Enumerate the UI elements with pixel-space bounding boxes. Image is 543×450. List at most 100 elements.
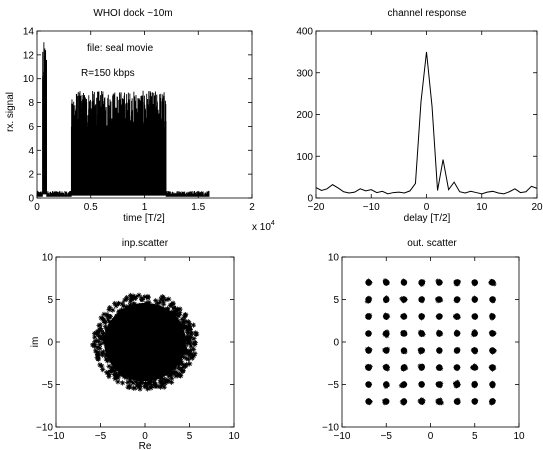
y-tick-label: 8 [28, 98, 34, 109]
constellation-stars [400, 278, 408, 286]
y-tick-label: 0 [333, 338, 339, 349]
constellation-stars [488, 278, 497, 287]
y-tick-label: 5 [47, 295, 53, 306]
constellation-stars [471, 279, 479, 287]
constellation-stars [399, 296, 408, 304]
constellation-stars [382, 346, 391, 354]
constellation-stars [417, 347, 426, 355]
constellation-stars [400, 329, 408, 337]
y-tick-label: 2 [28, 170, 34, 181]
constellation-stars [364, 363, 373, 371]
constellation-stars [470, 346, 479, 355]
x-tick-label: 1 [142, 202, 148, 213]
constellation-stars [470, 329, 478, 338]
x-axis-label: time [T/2] [123, 213, 165, 224]
constellation-stars [399, 398, 408, 406]
x-tick-label: −5 [381, 431, 393, 442]
y-tick-label: 0 [28, 194, 34, 205]
x-tick-label: 5 [472, 431, 478, 442]
x-tick-label: 0 [428, 431, 434, 442]
y-tick-label: 14 [23, 27, 35, 38]
y-tick-label: 100 [296, 152, 313, 163]
constellation-stars [417, 397, 426, 405]
y-tick-label: −10 [36, 423, 53, 434]
constellation-stars [436, 347, 443, 354]
constellation-stars [364, 346, 373, 354]
constellation-stars [452, 379, 461, 389]
x-tick-label: −20 [308, 202, 325, 213]
constellation-stars [365, 330, 372, 337]
scatter-points [90, 292, 200, 392]
constellation-stars [471, 397, 479, 405]
y-tick-label: −10 [322, 423, 339, 434]
constellation-stars [364, 295, 373, 304]
x-tick-label: −10 [334, 431, 351, 442]
annotation-rate: R=150 kbps [81, 68, 135, 79]
constellation-stars [489, 312, 496, 321]
x-axis-label: delay [T/2] [404, 213, 451, 224]
x-tick-label: 0 [34, 202, 40, 213]
constellation-stars [418, 381, 425, 388]
constellation-stars [400, 312, 408, 320]
panel-title: out. scatter [407, 238, 457, 249]
signal-trace [36, 42, 210, 197]
y-tick-label: −5 [42, 380, 54, 391]
constellation-stars [365, 312, 373, 320]
constellation-stars [383, 295, 390, 304]
constellation-stars [418, 296, 425, 304]
constellation-stars [382, 363, 390, 372]
y-tick-label: 400 [296, 27, 313, 38]
constellation-stars [435, 397, 444, 406]
y-axis-label: im [30, 337, 41, 348]
response-line [315, 51, 538, 195]
panel-input-scatter: inp.scatter im Re −10 −5 0 5 10 −10 −5 0 5 10 [30, 238, 240, 450]
x-tick-label: 10 [513, 431, 525, 442]
y-axis-label: rx. signal [5, 92, 16, 132]
x-tick-label: −5 [95, 431, 107, 442]
x-tick-label: −10 [363, 202, 380, 213]
constellation-stars [453, 279, 462, 287]
y-tick-label: 6 [28, 122, 34, 133]
x-tick-label: 1.5 [191, 202, 205, 213]
x-tick-label: 5 [187, 431, 193, 442]
panel-channel-response: channel response delay [T/2] −20 −10 0 10 20… [296, 8, 543, 224]
x-tick-label: 10 [228, 431, 240, 442]
constellation-stars [489, 296, 497, 304]
x-exponent-label: x 104 [252, 220, 275, 233]
annotation-file: file: seal movie [87, 43, 154, 54]
y-tick-label: 0 [307, 194, 313, 205]
x-exponent-power: 4 [271, 220, 275, 227]
constellation-stars [398, 381, 408, 389]
x-tick-label: −10 [48, 431, 65, 442]
x-tick-label: 10 [476, 202, 488, 213]
constellation-stars [400, 364, 409, 372]
constellation-stars [471, 313, 479, 320]
constellation-stars [488, 329, 497, 337]
y-tick-label: 0 [47, 338, 53, 349]
constellation-stars [488, 364, 497, 372]
panel-rx-signal: WHOI dock ~10m rx. signal time [T/2] fil… [5, 8, 275, 233]
panel-title: channel response [388, 8, 467, 19]
y-tick-label: 12 [23, 50, 35, 61]
y-tick-label: 300 [296, 68, 313, 79]
x-tick-label: 0.5 [84, 202, 98, 213]
y-tick-label: 10 [23, 74, 35, 85]
constellation-stars [418, 313, 426, 321]
x-tick-label: 2 [249, 202, 255, 213]
constellation-stars [417, 329, 426, 338]
constellation-stars [365, 381, 373, 388]
constellation-stars [381, 398, 389, 406]
y-tick-label: −5 [328, 380, 340, 391]
constellation-stars [489, 347, 497, 355]
constellation-stars [471, 380, 478, 389]
constellation-stars [453, 296, 461, 304]
constellation-stars [382, 312, 391, 320]
constellation-stars [489, 380, 496, 389]
constellation-stars [382, 278, 390, 286]
panel-title: inp.scatter [122, 238, 169, 249]
x-tick-label: 0 [424, 202, 430, 213]
constellation-stars [452, 313, 461, 321]
constellation-stars [435, 313, 443, 320]
constellation-stars [454, 329, 461, 337]
constellation-stars [435, 364, 444, 371]
